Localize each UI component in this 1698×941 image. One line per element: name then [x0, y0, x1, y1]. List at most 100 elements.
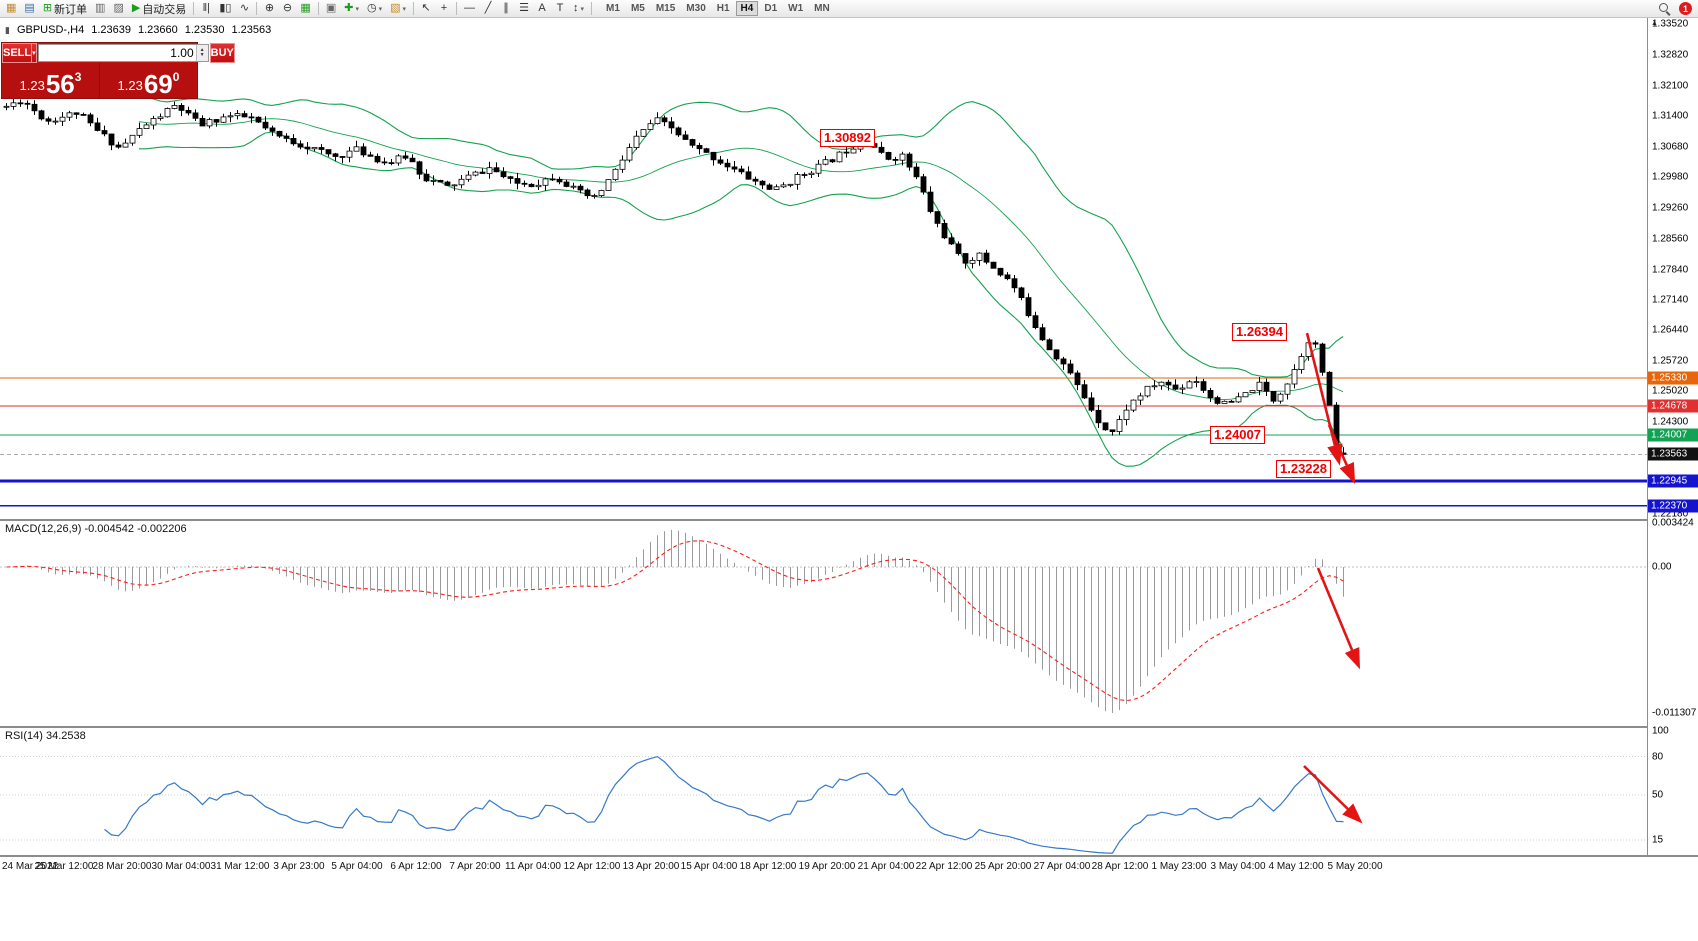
rsi-pane[interactable]: RSI(14) 34.2538 — [0, 727, 1647, 855]
label-icon[interactable]: T — [551, 1, 569, 17]
sell-button[interactable]: SELL — [2, 43, 33, 63]
timeframe-m5[interactable]: M5 — [630, 3, 645, 14]
tile-windows-icon: ▦ — [300, 2, 311, 14]
notification-badge[interactable]: 1 — [1679, 2, 1692, 15]
toolbar-buttons: ▦ ▤ ⊞ 新订单 ▥ ▨ ▶ 自动交易 ‖| ▮▯ ∿ ⊕ ⊖ ▦ ▣ ✚ ▾ ◷ ▾ ▧ ▾ ↖ + — ╱ ∥ ☰ A T ↕ ▾ — [2, 0, 595, 18]
main-chart-pane[interactable]: ▮ GBPUSD-,H4 1.23639 1.23660 1.23530 1.2… — [0, 18, 1647, 519]
pane-splitter[interactable] — [0, 726, 1698, 728]
line-chart-icon[interactable]: ∿ — [235, 1, 253, 17]
indicators-button[interactable]: ✚ ▾ — [340, 1, 363, 17]
indicator-axis-label: 0.00 — [1652, 561, 1672, 573]
trendline-icon: ╱ — [484, 2, 492, 14]
toolbar-separator — [193, 2, 195, 15]
fibonacci-icon: ☰ — [519, 2, 529, 14]
rsi-canvas[interactable] — [0, 727, 1647, 855]
bar-chart-icon[interactable]: ‖| — [197, 1, 215, 17]
volume-field: ▲▼ — [37, 44, 209, 62]
volume-spinner[interactable]: ▲ ▼ — [195, 45, 208, 61]
timeframe-h1[interactable]: H1 — [716, 3, 730, 14]
spin-down-icon[interactable]: ▼ — [199, 52, 205, 58]
price-annotation[interactable]: 1.30892 — [820, 129, 875, 147]
pane-splitter[interactable] — [0, 519, 1698, 521]
periods-button[interactable]: ◷ ▾ — [363, 1, 386, 17]
candlestick-chart-icon[interactable]: ▮▯ — [215, 1, 235, 17]
timeframe-m15[interactable]: M15 — [655, 3, 676, 14]
new-chart-icon[interactable]: ▦ — [2, 1, 20, 17]
scroll-up-icon[interactable]: ▲ — [1651, 20, 1658, 27]
price-annotation[interactable]: 1.24007 — [1210, 426, 1265, 444]
price-annotation[interactable]: 1.23228 — [1276, 460, 1331, 478]
sell-price[interactable]: 1.23 56 3 — [2, 63, 99, 98]
data-window-icon[interactable]: ▨ — [109, 1, 127, 17]
price-tick: 1.29980 — [1652, 171, 1689, 183]
price-annotation[interactable]: 1.26394 — [1232, 323, 1287, 341]
buy-button[interactable]: BUY — [209, 43, 235, 63]
cursor-icon[interactable]: ↖ — [417, 1, 435, 17]
time-axis-label: 27 Apr 04:00 — [1033, 861, 1091, 872]
time-axis-label: 22 Apr 12:00 — [915, 861, 973, 872]
trade-price-divider — [99, 63, 100, 98]
autotrading-button[interactable]: ▶ 自动交易 — [128, 1, 190, 17]
zoom-out-icon[interactable]: ⊖ — [278, 1, 296, 17]
pane-splitter[interactable] — [0, 855, 1698, 857]
data-window-icon: ▨ — [113, 2, 124, 14]
profiles-icon[interactable]: ▤ — [20, 1, 38, 17]
price-tick: 1.24300 — [1652, 416, 1689, 428]
fibonacci-icon[interactable]: ☰ — [515, 1, 533, 17]
profiles-icon: ▤ — [24, 2, 35, 14]
price-tick: 1.31400 — [1652, 110, 1689, 122]
arrows-icon[interactable]: ↕ ▾ — [569, 1, 588, 17]
text-icon: A — [538, 2, 546, 14]
sell-price-point: 3 — [74, 70, 82, 84]
cascade-windows-icon: ▣ — [325, 2, 337, 14]
market-watch-icon: ▥ — [95, 2, 106, 14]
timeframe-mn[interactable]: MN — [814, 3, 830, 14]
zoom-in-icon[interactable]: ⊕ — [260, 1, 278, 17]
templates-icon: ▧ — [390, 2, 401, 14]
text-icon[interactable]: A — [533, 1, 551, 17]
indicators-icon: ✚ — [344, 2, 354, 14]
price-tick: 1.32100 — [1652, 80, 1689, 92]
channel-icon[interactable]: ∥ — [497, 1, 515, 17]
zoom-in-icon: ⊕ — [264, 2, 275, 14]
periods-icon: ◷ — [366, 2, 377, 14]
time-axis-label: 11 Apr 04:00 — [505, 861, 561, 872]
sell-price-pips: 56 — [45, 69, 75, 99]
timeframe-d1[interactable]: D1 — [764, 3, 778, 14]
timeframe-w1[interactable]: W1 — [788, 3, 804, 14]
macd-pane[interactable]: MACD(12,26,9) -0.004542 -0.002206 — [0, 520, 1647, 726]
price-level-chip: 1.22945 — [1648, 474, 1698, 488]
tile-windows-icon[interactable]: ▦ — [296, 1, 314, 17]
new-order-button[interactable]: ⊞ 新订单 — [39, 1, 91, 17]
trendline-icon[interactable]: ╱ — [479, 1, 497, 17]
volume-input[interactable] — [38, 45, 196, 61]
cascade-windows-icon[interactable]: ▣ — [322, 1, 340, 17]
volume-presets-caret[interactable]: ▾ — [32, 43, 37, 63]
timeframe-h4[interactable]: H4 — [735, 1, 759, 16]
price-tick: 1.28560 — [1652, 233, 1689, 245]
buy-price[interactable]: 1.23 69 0 — [100, 63, 197, 98]
search-icon[interactable] — [1658, 2, 1671, 15]
time-axis-label: 15 Apr 04:00 — [680, 861, 738, 872]
timeframe-m1[interactable]: M1 — [606, 3, 620, 14]
price-tick: 1.22180 — [1652, 508, 1689, 520]
price-tick: 1.26440 — [1652, 324, 1689, 336]
crosshair-icon[interactable]: + — [435, 1, 453, 17]
horizontal-line-icon[interactable]: — — [460, 1, 479, 17]
time-axis-label: 30 Mar 04:00 — [151, 861, 211, 872]
price-axis[interactable]: ▲ 1.33520 1.32820 1.32100 1.31400 1.30680 1.2… — [1647, 18, 1698, 855]
sell-price-prefix: 1.23 — [19, 78, 45, 93]
line-chart-icon: ∿ — [239, 2, 250, 14]
symbol-period: GBPUSD-,H4 — [16, 24, 85, 36]
timeframe-m30[interactable]: M30 — [686, 3, 706, 14]
spin-up-icon[interactable]: ▲ — [199, 47, 205, 53]
macd-canvas[interactable] — [0, 520, 1647, 726]
time-axis[interactable]: 24 Mar 2022 25 Mar 12:00 28 Mar 20:00 30 Ma… — [0, 857, 1698, 877]
macd-label: MACD(12,26,9) -0.004542 -0.002206 — [5, 523, 187, 535]
templates-button[interactable]: ▧ ▾ — [386, 1, 410, 17]
price-chart-canvas[interactable] — [0, 18, 1647, 519]
crosshair-icon: + — [440, 2, 448, 14]
time-axis-label: 5 Apr 04:00 — [331, 861, 383, 872]
market-watch-icon[interactable]: ▥ — [91, 1, 109, 17]
